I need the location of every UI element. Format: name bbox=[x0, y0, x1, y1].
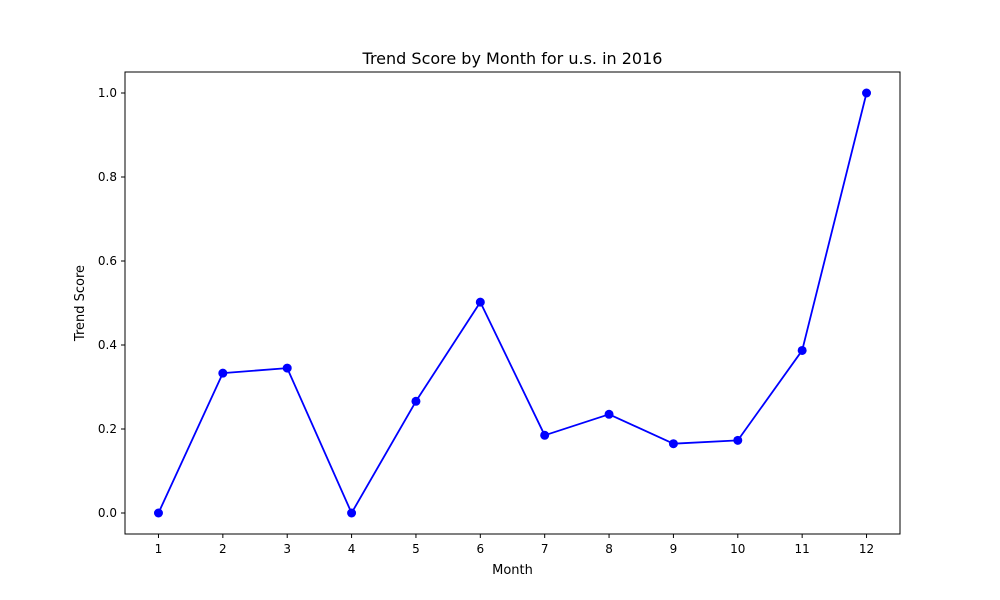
plot-frame bbox=[124, 71, 901, 535]
series-group bbox=[153, 88, 872, 518]
chart-title: Trend Score by Month for u.s. in 2016 bbox=[362, 49, 663, 68]
x-tick-label: 8 bbox=[605, 542, 613, 556]
y-tick-label: 0.8 bbox=[98, 170, 117, 184]
x-tick-label: 5 bbox=[412, 542, 420, 556]
data-point bbox=[282, 363, 292, 373]
x-tick-label: 11 bbox=[795, 542, 810, 556]
y-tick-label: 1.0 bbox=[98, 86, 117, 100]
x-tick-label: 7 bbox=[541, 542, 549, 556]
y-tick-label: 0.6 bbox=[98, 254, 117, 268]
data-point bbox=[604, 409, 614, 419]
data-point bbox=[733, 435, 743, 445]
x-tick-label: 2 bbox=[219, 542, 227, 556]
data-point bbox=[797, 345, 807, 355]
data-point bbox=[540, 430, 550, 440]
data-point bbox=[862, 88, 872, 98]
x-tick-label: 6 bbox=[476, 542, 484, 556]
y-tick-label: 0.4 bbox=[98, 338, 117, 352]
x-tick-label: 9 bbox=[670, 542, 678, 556]
y-tick-label: 0.2 bbox=[98, 422, 117, 436]
x-tick-label: 3 bbox=[283, 542, 291, 556]
y-axis-ticks: 0.0 0.2 0.4 0.6 0.8 1.0 bbox=[98, 86, 125, 520]
data-point bbox=[153, 508, 163, 518]
x-axis-label: Month bbox=[492, 563, 533, 578]
x-tick-label: 12 bbox=[859, 542, 874, 556]
x-tick-label: 10 bbox=[730, 542, 745, 556]
y-tick-label: 0.0 bbox=[98, 506, 117, 520]
x-tick-label: 4 bbox=[348, 542, 356, 556]
data-point bbox=[347, 508, 357, 518]
y-axis-label: Trend Score bbox=[73, 265, 88, 342]
data-point bbox=[411, 396, 421, 406]
data-point bbox=[475, 297, 485, 307]
data-point bbox=[218, 368, 228, 378]
series-line bbox=[157, 92, 868, 514]
x-axis-ticks: 1 2 3 4 5 6 7 8 9 10 11 12 bbox=[155, 534, 874, 556]
x-tick-label: 1 bbox=[155, 542, 163, 556]
data-point bbox=[668, 439, 678, 449]
